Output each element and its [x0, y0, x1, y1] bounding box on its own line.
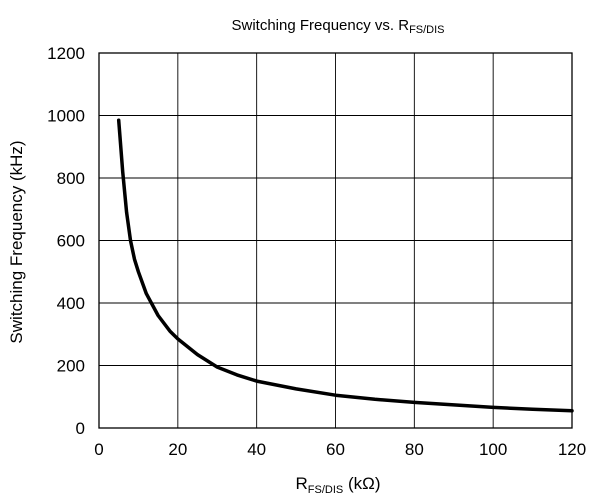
x-tick-label: 120: [558, 440, 586, 459]
frequency-curve: [116, 118, 574, 413]
data-point: [145, 292, 148, 295]
x-tick-label: 20: [168, 440, 187, 459]
data-point: [413, 401, 416, 404]
data-point: [452, 403, 455, 407]
x-tick-label: 0: [94, 440, 103, 459]
data-point: [129, 239, 132, 242]
data-point: [570, 409, 574, 412]
data-point: [196, 353, 199, 356]
data-point: [334, 394, 337, 397]
data-point: [176, 337, 179, 341]
data-point: [125, 211, 128, 214]
y-axis-title: Switching Frequency (kHz): [7, 140, 26, 343]
y-tick-label: 1000: [47, 107, 85, 126]
y-tick-label: 800: [57, 169, 85, 188]
x-tick-label: 60: [326, 440, 345, 459]
grid: [98, 52, 573, 429]
data-point: [255, 379, 258, 383]
y-tick-label: 600: [57, 232, 85, 251]
data-point: [216, 365, 219, 369]
plot-area: [98, 52, 573, 429]
chart-title: Switching Frequency vs. RFS/DIS: [231, 17, 444, 36]
data-point: [137, 270, 140, 273]
data-point: [373, 398, 377, 401]
data-point: [294, 387, 298, 391]
y-tick-label: 200: [57, 357, 85, 376]
y-tick-label: 0: [76, 419, 85, 438]
data-point: [492, 406, 495, 409]
data-point: [168, 329, 172, 333]
x-tick-label: 100: [479, 440, 507, 459]
data-point: [235, 373, 239, 377]
x-tick-label: 80: [405, 440, 424, 459]
y-tick-label: 400: [57, 294, 85, 313]
y-tick-label: 1200: [47, 44, 85, 63]
data-point: [133, 258, 136, 261]
x-tick-label: 40: [247, 440, 266, 459]
data-point: [156, 314, 160, 317]
series-layer: [116, 118, 574, 413]
data-point: [117, 119, 120, 122]
x-axis-title: RFS/DIS (kΩ): [296, 474, 381, 496]
data-point: [531, 408, 534, 411]
data-point: [121, 170, 124, 173]
